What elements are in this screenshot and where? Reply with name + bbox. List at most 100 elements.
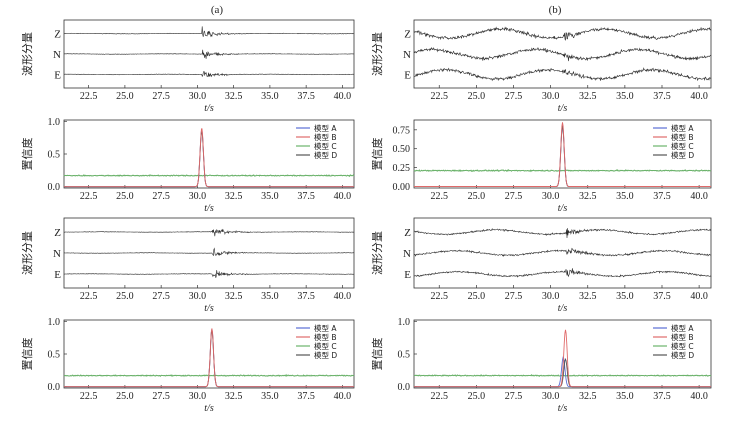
- x-tick-label: 25.0: [116, 291, 134, 302]
- y-tick-label: 0.0: [48, 382, 61, 393]
- channel-label-e: E: [404, 69, 411, 81]
- x-tick-label: 22.5: [80, 191, 98, 202]
- legend-entry: 模型 D: [671, 350, 694, 360]
- x-tick-label: 25.0: [468, 391, 486, 402]
- x-tick-label: 25.0: [116, 391, 134, 402]
- x-tick-label: 22.5: [430, 191, 448, 202]
- legend-entry: 模型 A: [671, 323, 694, 333]
- axes-frame: [63, 119, 355, 189]
- x-tick-label: 30.0: [542, 291, 560, 302]
- x-tick-label: 27.5: [152, 91, 170, 102]
- x-tick-label: 37.5: [297, 91, 315, 102]
- series-line-模型-D: [414, 125, 711, 187]
- y-tick-label: 0.75: [393, 125, 411, 136]
- x-axis-label: t/s: [204, 403, 214, 414]
- waveform-trace-z: [413, 228, 712, 239]
- x-tick-label: 30.0: [189, 291, 207, 302]
- y-axis-label: 置信度: [370, 338, 384, 371]
- series-line-模型-B: [64, 328, 354, 388]
- y-axis-label: 置信度: [20, 338, 34, 371]
- y-axis-label: 波形分量: [371, 32, 384, 76]
- legend-entry: 模型 C: [671, 141, 694, 151]
- x-axis-label: t/s: [204, 103, 214, 114]
- x-tick-label: 35.0: [616, 291, 634, 302]
- y-tick-label: 0.50: [393, 144, 411, 155]
- waveform-trace-e: [413, 67, 712, 82]
- x-tick-label: 25.0: [468, 191, 486, 202]
- channel-label-n: N: [53, 248, 61, 260]
- legend-entry: 模型 B: [671, 332, 694, 342]
- x-tick-label: 32.5: [579, 291, 597, 302]
- x-tick-label: 40.0: [690, 291, 708, 302]
- x-tick-label: 40.0: [690, 191, 708, 202]
- x-tick-label: 32.5: [225, 91, 243, 102]
- x-axis-label: t/s: [558, 403, 568, 414]
- x-tick-label: 22.5: [430, 391, 448, 402]
- x-tick-label: 30.0: [189, 91, 207, 102]
- x-tick-label: 32.5: [225, 291, 243, 302]
- panel-b3: 22.5 25.0 27.5 30.0 32.5 35.0 37.5 40.0 t/s 波形分量 Z…: [371, 217, 712, 314]
- legend-entry: 模型 A: [671, 123, 694, 133]
- x-tick-label: 37.5: [297, 191, 315, 202]
- column-label-b: (b): [549, 4, 562, 16]
- x-tick-label: 22.5: [80, 391, 98, 402]
- waveform-trace-e: [413, 268, 712, 278]
- panel-b2: 22.5 25.0 27.5 30.0 32.5 35.0 37.5 40.0 t/s 置信度 0.…: [370, 119, 712, 214]
- legend-entry: 模型 D: [314, 350, 337, 360]
- y-tick-label: 0.5: [398, 350, 411, 361]
- x-tick-label: 25.0: [116, 191, 134, 202]
- x-tick-label: 40.0: [690, 391, 708, 402]
- x-tick-label: 27.5: [152, 391, 170, 402]
- legend-entry: 模型 C: [314, 341, 337, 351]
- x-axis-label: t/s: [558, 303, 568, 314]
- series-line-模型-A: [64, 129, 354, 188]
- panel-a3: 22.5 25.0 27.5 30.0 32.5 35.0 37.5 40.0 t/s 波形分量 Z…: [21, 217, 355, 314]
- x-tick-label: 37.5: [297, 391, 315, 402]
- x-tick-label: 22.5: [430, 91, 448, 102]
- legend-entry: 模型 A: [314, 323, 337, 333]
- x-tick-label: 37.5: [297, 291, 315, 302]
- waveform-trace-z: [63, 228, 355, 237]
- channel-label-z: Z: [54, 227, 61, 239]
- x-tick-label: 30.0: [189, 391, 207, 402]
- x-tick-label: 25.0: [468, 291, 486, 302]
- x-tick-label: 37.5: [653, 291, 671, 302]
- legend-entry: 模型 D: [671, 150, 694, 160]
- y-tick-label: 0.00: [393, 182, 411, 193]
- channel-label-n: N: [403, 248, 411, 260]
- waveform-trace-n: [64, 49, 355, 59]
- x-tick-label: 27.5: [505, 291, 523, 302]
- x-tick-label: 37.5: [653, 391, 671, 402]
- x-tick-label: 22.5: [80, 291, 98, 302]
- panel-b1: 22.5 25.0 27.5 30.0 32.5 35.0 37.5 40.0 t/s 波形分量 Z…: [371, 19, 712, 114]
- x-tick-label: 27.5: [505, 191, 523, 202]
- channel-label-e: E: [404, 269, 411, 281]
- waveform-trace-e: [64, 71, 355, 78]
- y-tick-label: 1.0: [398, 317, 411, 328]
- waveform-trace-e: [63, 270, 355, 278]
- series-line-模型-B: [64, 128, 354, 188]
- legend-entry: 模型 B: [314, 332, 337, 342]
- panel-a4: 22.5 25.0 27.5 30.0 32.5 35.0 37.5 40.0 t/s 置信度 0.…: [20, 317, 355, 414]
- x-tick-label: 32.5: [225, 391, 243, 402]
- x-tick-label: 32.5: [225, 191, 243, 202]
- waveform-trace-z: [63, 26, 355, 38]
- x-axis-label: t/s: [558, 203, 568, 214]
- series-line-模型-B: [414, 329, 711, 388]
- legend-entry: 模型 C: [671, 341, 694, 351]
- y-axis-label: 波形分量: [21, 32, 34, 76]
- legend-entry: 模型 B: [314, 132, 337, 142]
- x-tick-label: 22.5: [80, 91, 98, 102]
- y-axis-label: 波形分量: [21, 231, 34, 275]
- x-tick-label: 37.5: [653, 191, 671, 202]
- x-tick-label: 40.0: [334, 91, 352, 102]
- x-tick-label: 25.0: [116, 91, 134, 102]
- channel-label-e: E: [54, 269, 61, 281]
- channel-label-z: Z: [404, 227, 411, 239]
- x-tick-label: 27.5: [152, 191, 170, 202]
- x-axis-label: t/s: [204, 203, 214, 214]
- x-tick-label: 35.0: [261, 191, 279, 202]
- y-tick-label: 0.0: [398, 382, 411, 393]
- panel-a1: 22.5 25.0 27.5 30.0 32.5 35.0 37.5 40.0 t/s 波形分量 Z…: [21, 19, 355, 114]
- x-tick-label: 35.0: [616, 91, 634, 102]
